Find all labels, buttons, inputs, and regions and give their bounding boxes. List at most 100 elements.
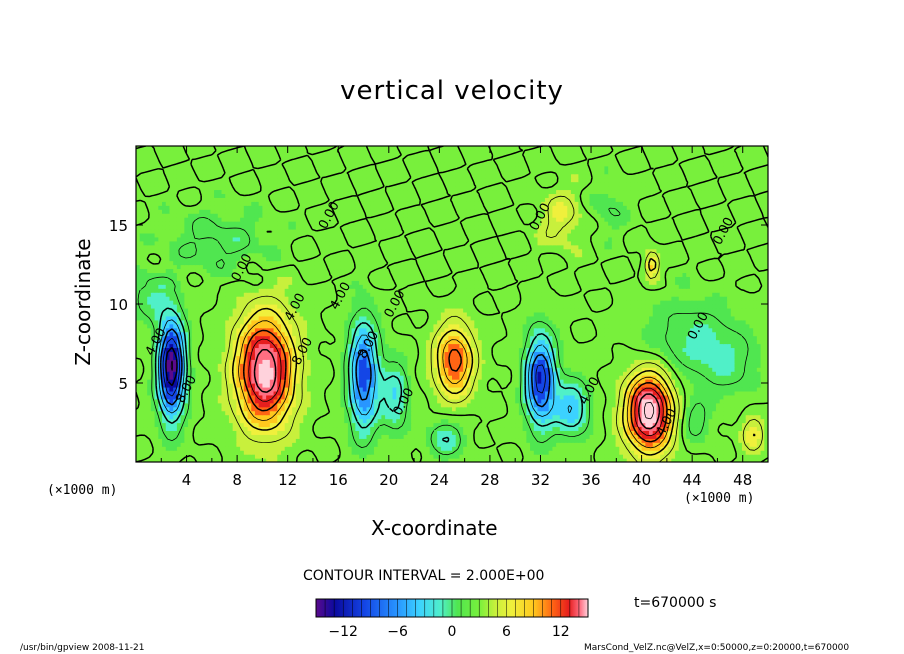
field-cell [430, 383, 434, 388]
field-cell [590, 411, 594, 416]
field-cell [240, 423, 244, 428]
field-cell [552, 383, 556, 388]
field-cell [556, 399, 560, 404]
field-cell [649, 347, 653, 352]
field-cell [749, 454, 753, 459]
field-cell [682, 347, 686, 352]
field-cell [541, 359, 545, 364]
field-cell [329, 430, 333, 435]
field-cell [716, 419, 720, 424]
field-cell [385, 395, 389, 400]
field-cell [389, 355, 393, 360]
field-cell [355, 395, 359, 400]
field-cell [526, 434, 530, 439]
field-cell [192, 450, 196, 455]
field-cell [716, 415, 720, 420]
field-cell [582, 434, 586, 439]
field-cell [251, 434, 255, 439]
field-cell [712, 399, 716, 404]
field-cell [627, 359, 631, 364]
field-cell [389, 347, 393, 352]
field-cell [746, 415, 750, 420]
field-cell [207, 411, 211, 416]
field-cell [385, 351, 389, 356]
field-cell [511, 446, 515, 451]
field-cell [634, 454, 638, 459]
field-cell [612, 387, 616, 392]
field-cell [567, 355, 571, 360]
field-cell [709, 355, 713, 360]
field-cell [210, 411, 214, 416]
field-cell [400, 438, 404, 443]
field-cell [511, 450, 515, 455]
field-cell [738, 438, 742, 443]
field-cell [564, 367, 568, 372]
field-cell [709, 419, 713, 424]
field-cell [147, 383, 151, 388]
field-cell [214, 454, 218, 459]
field-cell [697, 407, 701, 412]
field-cell [485, 395, 489, 400]
field-cell [694, 430, 698, 435]
field-cell [497, 411, 501, 416]
field-cell [549, 450, 553, 455]
field-cell [508, 403, 512, 408]
field-cell [727, 391, 731, 396]
field-cell [210, 446, 214, 451]
field-cell [482, 450, 486, 455]
field-cell [571, 442, 575, 447]
field-cell [318, 367, 322, 372]
field-cell [311, 351, 315, 356]
field-cell [333, 391, 337, 396]
field-cell [493, 423, 497, 428]
field-cell [660, 347, 664, 352]
field-cell [500, 403, 504, 408]
field-cell [705, 383, 709, 388]
field-cell [288, 419, 292, 424]
field-cell [474, 403, 478, 408]
field-cell [210, 363, 214, 368]
field-cell [749, 383, 753, 388]
field-cell [482, 359, 486, 364]
field-cell [381, 391, 385, 396]
field-cell [210, 423, 214, 428]
field-cell [381, 411, 385, 416]
field-cell [590, 415, 594, 420]
field-cell [515, 379, 519, 384]
field-cell [422, 411, 426, 416]
field-cell [240, 454, 244, 459]
field-cell [143, 371, 147, 376]
field-cell [419, 347, 423, 352]
field-cell [415, 403, 419, 408]
field-cell [757, 371, 761, 376]
field-cell [593, 434, 597, 439]
field-cell [738, 399, 742, 404]
field-cell [485, 347, 489, 352]
field-cell [207, 395, 211, 400]
field-cell [463, 434, 467, 439]
field-cell [749, 347, 753, 352]
field-cell [478, 426, 482, 431]
field-cell [366, 430, 370, 435]
field-cell [147, 391, 151, 396]
field-cell [381, 419, 385, 424]
field-cell [608, 391, 612, 396]
field-cell [705, 347, 709, 352]
field-cell [627, 442, 631, 447]
field-cell [270, 450, 274, 455]
field-cell [720, 399, 724, 404]
field-cell [262, 344, 266, 349]
field-cell [218, 403, 222, 408]
field-cell [642, 399, 646, 404]
field-cell [262, 351, 266, 356]
field-cell [538, 442, 542, 447]
field-cell [400, 359, 404, 364]
field-cell [419, 399, 423, 404]
field-cell [716, 411, 720, 416]
field-cell [653, 415, 657, 420]
field-cell [173, 446, 177, 451]
field-cell [482, 375, 486, 380]
field-cell [545, 426, 549, 431]
field-cell [735, 375, 739, 380]
field-cell [467, 363, 471, 368]
